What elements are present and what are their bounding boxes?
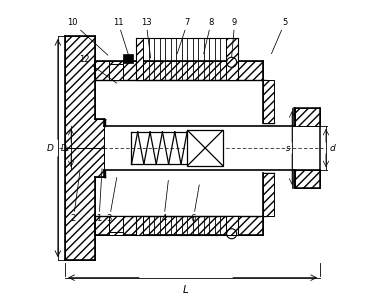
Bar: [123, 54, 133, 63]
Text: 10: 10: [67, 18, 108, 55]
Polygon shape: [94, 216, 263, 235]
Polygon shape: [136, 216, 143, 235]
Polygon shape: [295, 108, 320, 126]
Text: d: d: [330, 144, 335, 153]
Bar: [109, 216, 123, 232]
Polygon shape: [65, 148, 103, 260]
Polygon shape: [295, 170, 320, 188]
Bar: [109, 64, 123, 80]
Text: s: s: [286, 144, 291, 153]
Polygon shape: [65, 36, 103, 148]
Text: 5: 5: [272, 18, 287, 54]
Bar: [109, 61, 123, 64]
Text: 1: 1: [96, 169, 102, 223]
Polygon shape: [226, 38, 238, 80]
Text: D₁: D₁: [61, 144, 70, 153]
Polygon shape: [226, 216, 238, 235]
Bar: [187, 130, 223, 166]
Text: 6: 6: [191, 185, 199, 223]
Polygon shape: [103, 170, 105, 178]
Text: L: L: [183, 285, 189, 295]
Bar: [109, 232, 123, 235]
Text: 8: 8: [204, 18, 214, 54]
Text: 12: 12: [79, 55, 117, 83]
Text: 9: 9: [232, 18, 237, 57]
Text: 13: 13: [141, 18, 151, 58]
Text: D: D: [46, 144, 54, 153]
Text: 7: 7: [177, 18, 190, 54]
Polygon shape: [136, 38, 143, 80]
Text: 2: 2: [71, 172, 80, 223]
Polygon shape: [263, 80, 275, 123]
Polygon shape: [263, 173, 275, 216]
Polygon shape: [94, 61, 263, 80]
Text: 11: 11: [113, 18, 129, 55]
Text: 4: 4: [161, 180, 168, 223]
Polygon shape: [103, 119, 105, 126]
Text: 3: 3: [107, 178, 117, 223]
